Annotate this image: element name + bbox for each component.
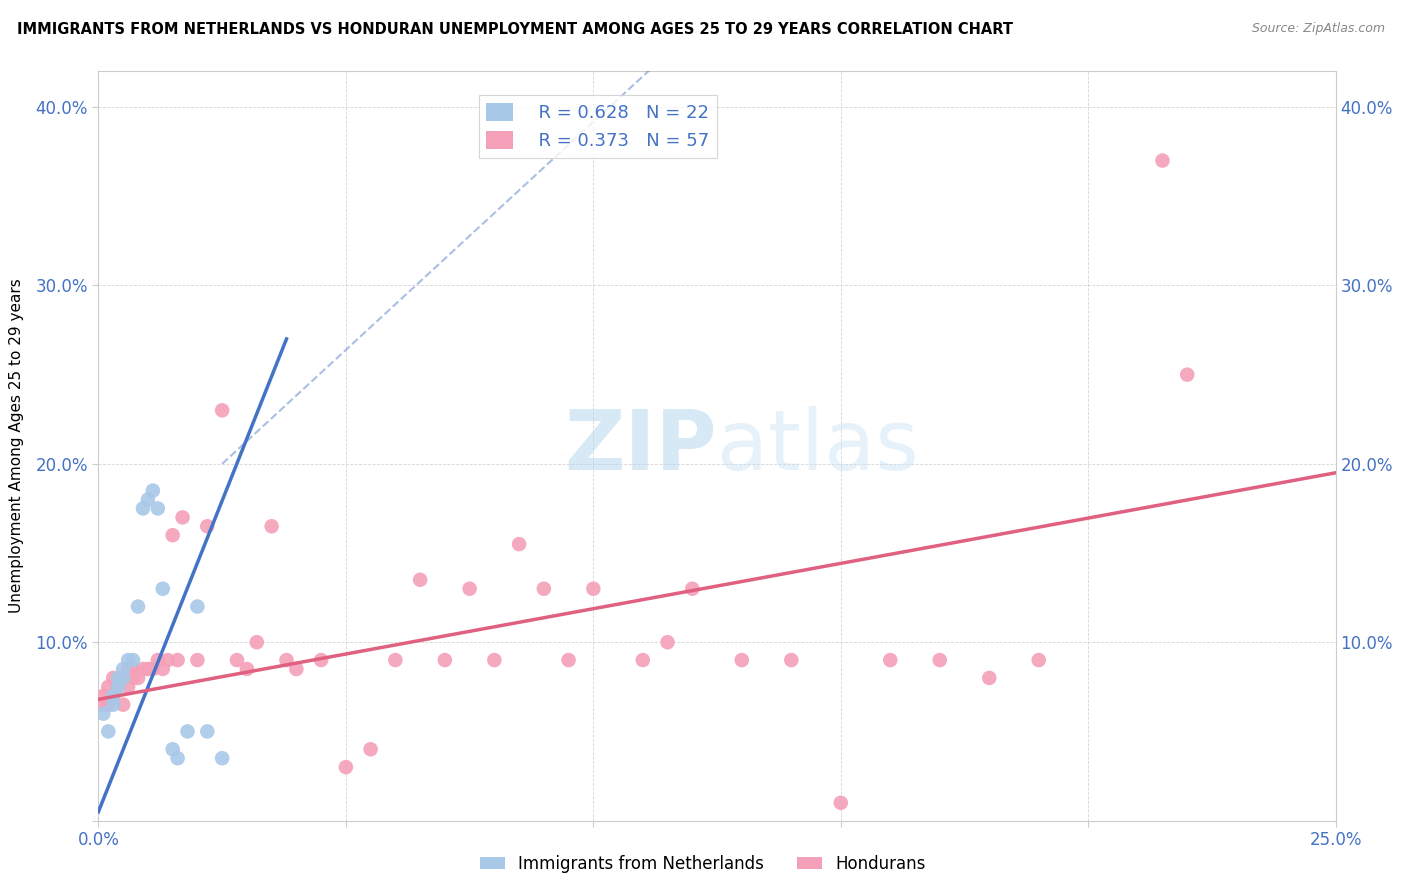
Text: IMMIGRANTS FROM NETHERLANDS VS HONDURAN UNEMPLOYMENT AMONG AGES 25 TO 29 YEARS C: IMMIGRANTS FROM NETHERLANDS VS HONDURAN … <box>17 22 1012 37</box>
Point <box>830 796 852 810</box>
Point <box>142 662 165 676</box>
Point <box>484 653 506 667</box>
Point <box>107 671 129 685</box>
Point <box>285 662 308 676</box>
Point <box>122 671 145 685</box>
Point <box>533 582 555 596</box>
Y-axis label: Unemployment Among Ages 25 to 29 years: Unemployment Among Ages 25 to 29 years <box>10 278 24 614</box>
Point <box>582 582 605 596</box>
Point <box>127 671 149 685</box>
Point <box>103 689 125 703</box>
Point <box>162 528 184 542</box>
Point <box>97 724 120 739</box>
Point <box>384 653 406 667</box>
Point <box>112 662 135 676</box>
Point <box>458 582 481 596</box>
Point <box>136 492 159 507</box>
Point <box>681 582 703 596</box>
Point <box>657 635 679 649</box>
Point <box>236 662 259 676</box>
Point <box>433 653 456 667</box>
Point <box>360 742 382 756</box>
Point <box>97 680 120 694</box>
Point <box>1175 368 1198 382</box>
Point <box>142 483 165 498</box>
Point <box>276 653 298 667</box>
Point <box>195 519 218 533</box>
Point <box>1152 153 1174 168</box>
Point <box>117 653 139 667</box>
Point <box>928 653 950 667</box>
Point <box>122 653 145 667</box>
Point <box>409 573 432 587</box>
Text: Source: ZipAtlas.com: Source: ZipAtlas.com <box>1251 22 1385 36</box>
Point <box>166 653 188 667</box>
Point <box>211 751 233 765</box>
Point <box>117 662 139 676</box>
Point <box>107 671 129 685</box>
Point <box>246 635 269 649</box>
Point <box>172 510 194 524</box>
Point <box>103 698 125 712</box>
Point <box>112 671 135 685</box>
Point <box>112 671 135 685</box>
Point <box>156 653 179 667</box>
Point <box>979 671 1001 685</box>
Point <box>879 653 901 667</box>
Point <box>112 698 135 712</box>
Point <box>97 698 120 712</box>
Text: atlas: atlas <box>717 406 918 486</box>
Point <box>309 653 332 667</box>
Point <box>226 653 249 667</box>
Point <box>127 599 149 614</box>
Point <box>132 662 155 676</box>
Point <box>93 706 115 721</box>
Point <box>186 653 208 667</box>
Legend:   R = 0.628   N = 22,   R = 0.373   N = 57: R = 0.628 N = 22, R = 0.373 N = 57 <box>478 95 717 158</box>
Point <box>146 653 169 667</box>
Point <box>122 662 145 676</box>
Point <box>132 501 155 516</box>
Point <box>211 403 233 417</box>
Point <box>631 653 654 667</box>
Point <box>103 689 125 703</box>
Point <box>166 751 188 765</box>
Point <box>186 599 208 614</box>
Point <box>117 680 139 694</box>
Point <box>136 662 159 676</box>
Point <box>103 671 125 685</box>
Point <box>260 519 283 533</box>
Point <box>152 662 174 676</box>
Point <box>152 582 174 596</box>
Point <box>107 680 129 694</box>
Point <box>731 653 754 667</box>
Point <box>508 537 530 551</box>
Text: ZIP: ZIP <box>565 406 717 486</box>
Point <box>162 742 184 756</box>
Point <box>335 760 357 774</box>
Point <box>195 724 218 739</box>
Point <box>1028 653 1050 667</box>
Point <box>107 680 129 694</box>
Point <box>557 653 579 667</box>
Point <box>93 689 115 703</box>
Point <box>93 698 115 712</box>
Legend: Immigrants from Netherlands, Hondurans: Immigrants from Netherlands, Hondurans <box>474 848 932 880</box>
Point <box>146 501 169 516</box>
Point <box>780 653 803 667</box>
Point <box>176 724 198 739</box>
